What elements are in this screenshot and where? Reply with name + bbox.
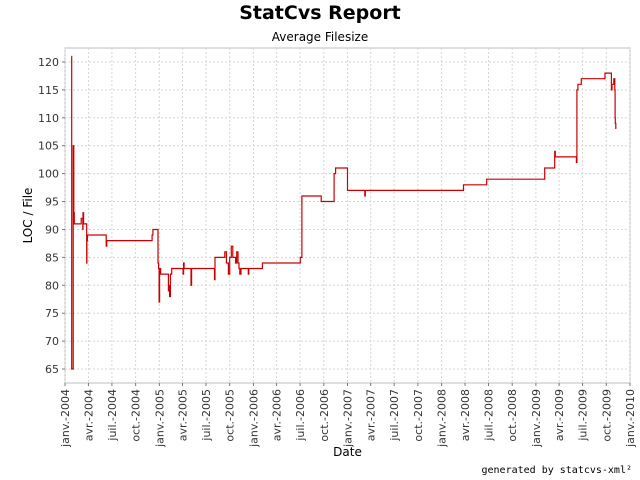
chart-title: StatCvs Report — [239, 2, 401, 24]
x-tick-label: janv.-2010 — [624, 389, 637, 448]
x-tick-label: avr.-2006 — [271, 389, 284, 441]
y-tick-label: 120 — [38, 56, 59, 69]
x-axis: janv.-2004 avr.-2004 juil.-2004 oct.-2004 ja… — [59, 383, 637, 448]
x-tick-label: janv.-2006 — [247, 389, 260, 448]
y-tick-label: 70 — [45, 335, 59, 348]
y-tick-label: 115 — [38, 84, 59, 97]
x-tick-label: juil.-2008 — [482, 389, 495, 442]
x-tick-label: avr.-2008 — [459, 389, 472, 441]
x-tick-label: janv.-2009 — [530, 389, 543, 448]
x-tick-label: avr.-2005 — [177, 389, 190, 441]
y-tick-label: 85 — [45, 251, 59, 264]
x-tick-label: janv.-2008 — [436, 389, 449, 448]
x-tick-label: oct.-2008 — [506, 389, 519, 442]
x-tick-label: juil.-2004 — [106, 389, 119, 442]
x-tick-label: janv.-2007 — [342, 389, 355, 448]
x-tick-label: juil.-2007 — [388, 389, 401, 442]
x-tick-label: oct.-2004 — [130, 389, 143, 442]
y-tick-label: 95 — [45, 196, 59, 209]
x-tick-label: oct.-2005 — [224, 389, 237, 442]
x-tick-label: avr.-2009 — [553, 389, 566, 441]
y-tick-label: 90 — [45, 223, 59, 236]
series-group — [71, 55, 617, 370]
y-tick-label: 75 — [45, 307, 59, 320]
x-tick-label: juil.-2009 — [577, 389, 590, 442]
y-tick-label: 80 — [45, 279, 59, 292]
x-tick-label: avr.-2004 — [82, 389, 95, 441]
x-tick-label: avr.-2007 — [365, 389, 378, 441]
x-tick-label: janv.-2004 — [59, 389, 72, 448]
x-tick-label: oct.-2007 — [412, 389, 425, 442]
series-line — [71, 55, 617, 370]
y-axis-label: LOC / File — [21, 188, 35, 244]
x-axis-label: Date — [333, 445, 362, 459]
y-tick-label: 65 — [45, 363, 59, 376]
y-tick-label: 110 — [38, 112, 59, 125]
plot-area — [64, 47, 631, 384]
y-tick-label: 100 — [38, 168, 59, 181]
x-tick-label: oct.-2009 — [600, 389, 613, 442]
x-tick-label: janv.-2005 — [153, 389, 166, 448]
y-tick-label: 105 — [38, 140, 59, 153]
footer-credit: generated by statcvs-xml² — [481, 465, 632, 476]
x-tick-label: juil.-2005 — [200, 389, 213, 442]
x-tick-label: juil.-2006 — [294, 389, 307, 442]
x-tick-label: oct.-2006 — [318, 389, 331, 442]
chart-subtitle: Average Filesize — [271, 30, 369, 44]
y-axis: 65 70 75 80 85 90 95 100 105 110 115 120 — [38, 56, 65, 376]
